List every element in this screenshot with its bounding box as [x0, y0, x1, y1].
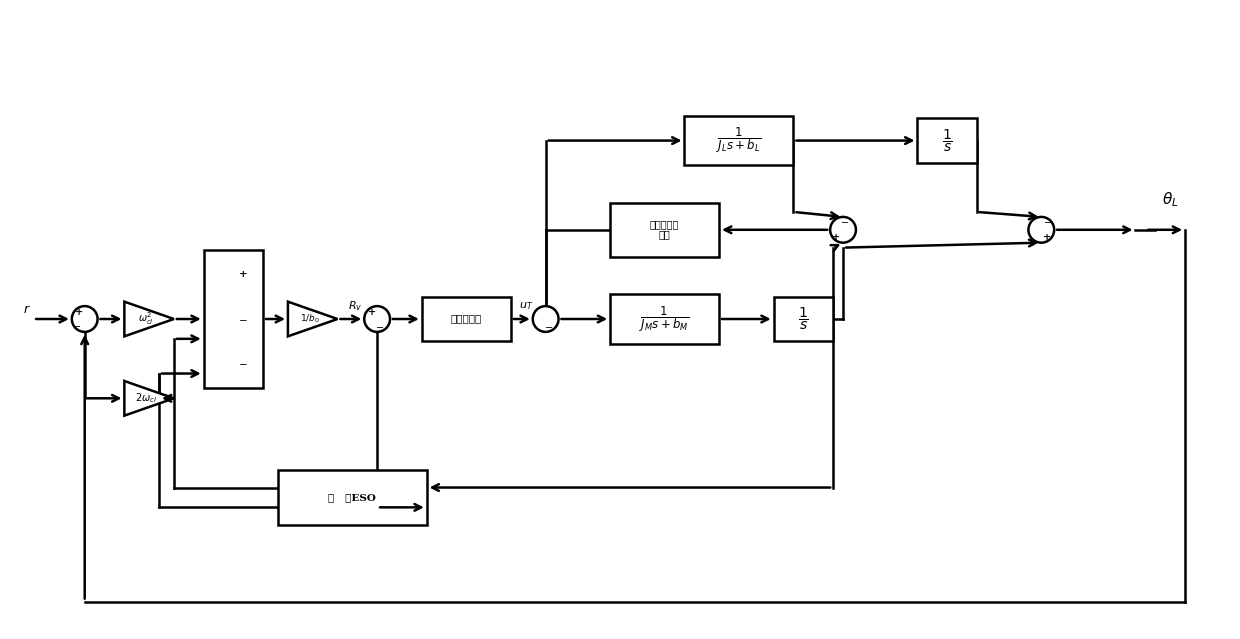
Bar	[203, 250, 263, 389]
Polygon shape	[124, 381, 174, 415]
Text: 降   阶ESO: 降 阶ESO	[329, 493, 376, 502]
Polygon shape	[124, 302, 174, 336]
Bar	[610, 294, 719, 344]
Text: +: +	[368, 308, 376, 317]
Circle shape	[533, 306, 558, 332]
Text: 间隙的力矩
模型: 间隙的力矩 模型	[650, 220, 680, 240]
Text: $-$: $-$	[72, 321, 81, 330]
Text: $-$: $-$	[544, 322, 553, 331]
Text: $1/b_0$: $1/b_0$	[300, 312, 320, 325]
Text: $-$: $-$	[238, 359, 248, 368]
Text: $\dfrac{1}{J_Ls+b_L}$: $\dfrac{1}{J_Ls+b_L}$	[717, 126, 761, 155]
Text: $2\omega_{cl}$: $2\omega_{cl}$	[135, 392, 157, 405]
Text: $\dfrac{1}{s}$: $\dfrac{1}{s}$	[799, 306, 808, 332]
Circle shape	[365, 306, 391, 332]
Text: $-$: $-$	[238, 314, 248, 323]
Circle shape	[1028, 217, 1054, 243]
Text: $-$: $-$	[374, 322, 383, 331]
Bar	[684, 116, 794, 166]
Circle shape	[72, 306, 98, 332]
Text: +: +	[76, 309, 83, 318]
Text: +: +	[832, 233, 841, 242]
Text: $r$: $r$	[24, 303, 31, 316]
Polygon shape	[288, 302, 337, 336]
Text: $-$: $-$	[1043, 217, 1052, 226]
Text: $\dfrac{1}{s}$: $\dfrac{1}{s}$	[941, 127, 952, 154]
Text: $\dfrac{1}{J_Ms+b_M}$: $\dfrac{1}{J_Ms+b_M}$	[640, 304, 689, 334]
Bar	[918, 118, 977, 163]
Text: $R_v$: $R_v$	[348, 299, 362, 313]
Text: $\theta_L$: $\theta_L$	[1162, 190, 1178, 210]
Bar	[422, 296, 511, 341]
Text: $u_T$: $u_T$	[518, 300, 533, 312]
Text: +: +	[239, 270, 248, 279]
Bar	[278, 470, 427, 525]
Text: +: +	[1043, 233, 1052, 242]
Text: $-$: $-$	[841, 217, 849, 226]
Bar	[610, 203, 719, 257]
Bar	[774, 296, 833, 341]
Text: 速度控制器: 速度控制器	[450, 314, 482, 323]
Circle shape	[830, 217, 856, 243]
Text: $\omega_{cl}^2$: $\omega_{cl}^2$	[139, 311, 154, 327]
